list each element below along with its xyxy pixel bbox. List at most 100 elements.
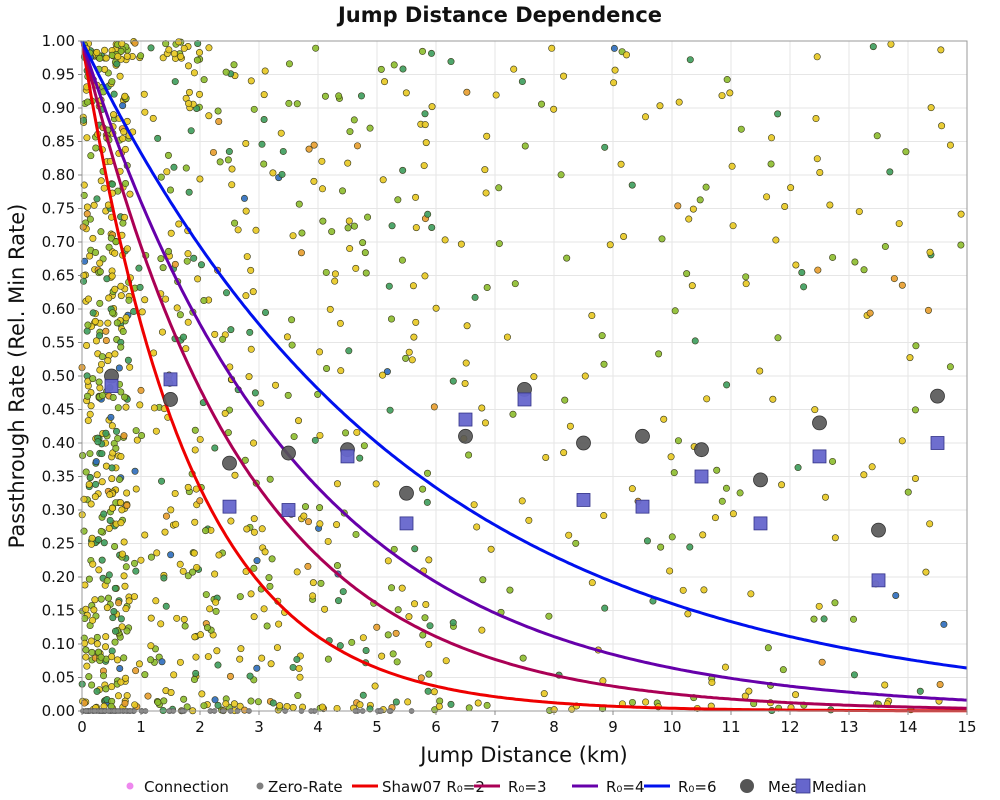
connection-point: [118, 623, 126, 631]
connection-point: [82, 646, 90, 654]
connection-point: [495, 184, 503, 192]
connection-point: [745, 687, 753, 695]
median-marker: [399, 516, 414, 531]
connection-point: [122, 403, 130, 411]
connection-point: [219, 335, 227, 343]
connection-point: [392, 629, 400, 637]
connection-point: [457, 240, 465, 248]
connection-point: [423, 498, 431, 506]
connection-point: [118, 40, 126, 48]
legend-swatch-median: [795, 778, 811, 794]
connection-point: [205, 44, 213, 52]
connection-point: [895, 220, 903, 228]
connection-point: [655, 350, 663, 358]
connection-point: [237, 645, 245, 653]
connection-point: [175, 38, 183, 46]
connection-point: [184, 62, 192, 70]
connection-point: [121, 92, 129, 100]
connection-point: [550, 105, 558, 113]
connection-point: [85, 481, 93, 489]
connection-point: [269, 169, 277, 177]
connection-point: [267, 660, 275, 668]
connection-point: [519, 654, 527, 662]
connection-point: [479, 576, 487, 584]
connection-point: [84, 321, 92, 329]
connection-point: [121, 145, 129, 153]
y-tick-label: 0.25: [42, 535, 75, 553]
connection-point: [336, 319, 344, 327]
connection-point: [600, 360, 608, 368]
connection-point: [102, 633, 110, 641]
median-marker: [694, 469, 709, 484]
connection-point: [97, 228, 105, 236]
connection-point: [318, 157, 326, 165]
connection-point: [197, 261, 205, 269]
connection-point: [230, 61, 238, 69]
connection-point: [379, 371, 387, 379]
connection-point: [420, 162, 428, 170]
connection-point: [250, 564, 258, 572]
connection-point: [205, 112, 213, 120]
connection-point: [345, 347, 353, 355]
connection-point: [904, 488, 912, 496]
connection-point: [898, 437, 906, 445]
connection-point: [617, 160, 625, 168]
connection-point: [390, 61, 398, 69]
connection-point: [192, 653, 200, 661]
connection-point: [247, 697, 255, 705]
connection-point: [483, 701, 491, 709]
connection-point: [158, 658, 166, 666]
connection-point: [162, 40, 170, 48]
connection-point: [89, 560, 97, 568]
connection-point: [93, 48, 101, 56]
connection-point: [203, 624, 211, 632]
connection-point: [191, 446, 199, 454]
connection-point: [81, 581, 89, 589]
connection-point: [388, 584, 396, 592]
connection-point: [926, 248, 934, 256]
connection-point: [422, 601, 430, 609]
connection-point: [345, 217, 353, 225]
connection-point: [182, 164, 190, 172]
connection-point: [487, 545, 495, 553]
connection-point: [261, 67, 269, 75]
connection-point: [285, 99, 293, 107]
connection-point: [215, 118, 223, 126]
x-tick-label: 14: [898, 718, 917, 736]
median-marker: [635, 499, 650, 514]
connection-point: [236, 702, 244, 710]
connection-point: [295, 417, 303, 425]
legend: Connection Zero-Rate Shaw07 R₀=2 R₀=3 R₀=4 R₀…: [126, 778, 867, 796]
connection-point: [140, 90, 148, 98]
connection-point: [860, 471, 868, 479]
connection-point: [787, 184, 795, 192]
connection-point: [957, 241, 965, 249]
connection-point: [110, 608, 118, 616]
connection-point: [83, 134, 91, 142]
connection-point: [120, 654, 128, 662]
connection-point: [688, 282, 696, 290]
connection-point: [184, 250, 192, 258]
connection-point: [117, 453, 125, 461]
connection-point: [331, 270, 339, 278]
connection-point: [185, 188, 193, 196]
connection-point: [425, 640, 433, 648]
connection-point: [421, 121, 429, 129]
connection-point: [157, 620, 165, 628]
median-marker: [517, 392, 532, 407]
connection-point: [100, 672, 108, 680]
connection-point: [196, 49, 204, 57]
mean-marker: [635, 428, 650, 444]
connection-point: [103, 604, 111, 612]
connection-point: [141, 296, 149, 304]
connection-point: [359, 634, 367, 642]
connection-point: [447, 58, 455, 66]
connection-point: [184, 483, 192, 491]
connection-point: [610, 44, 618, 52]
median-marker: [576, 493, 591, 507]
connection-point: [312, 44, 320, 52]
connection-point: [211, 696, 219, 704]
connection-point: [86, 450, 94, 458]
y-tick-label: 0.80: [42, 166, 75, 184]
